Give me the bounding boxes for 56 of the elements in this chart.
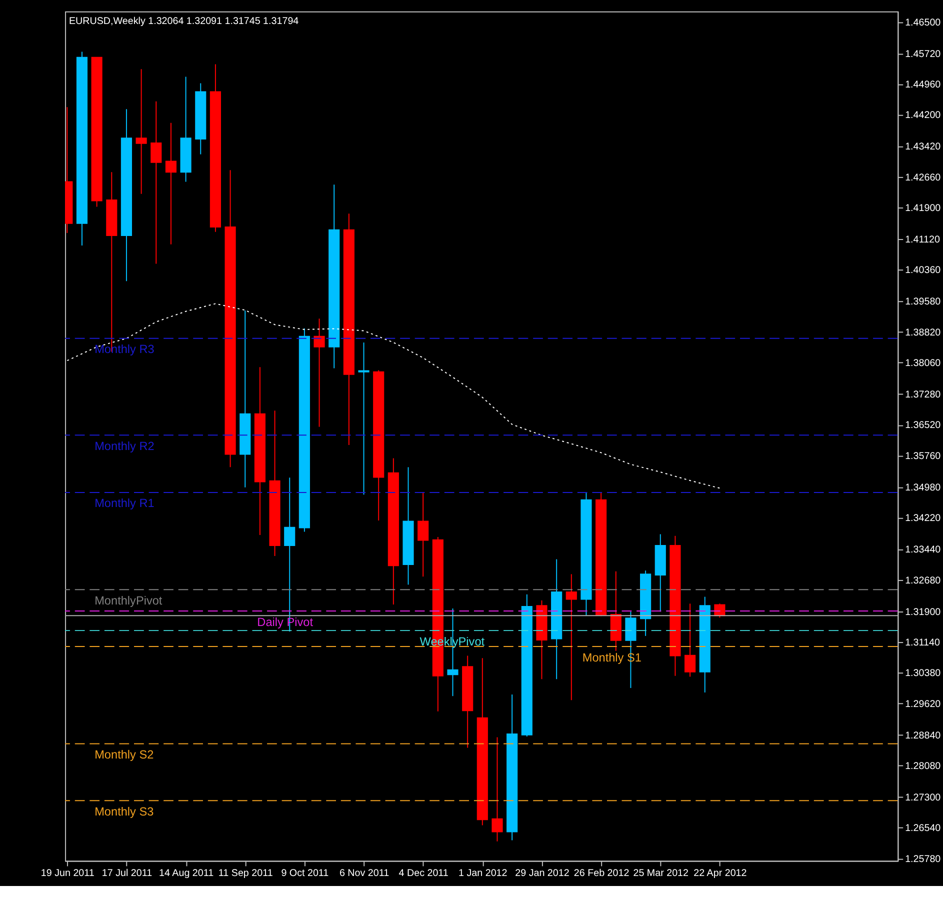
- y-tick-label: 1.38820: [905, 327, 942, 338]
- x-tick-label: 9 Oct 2011: [281, 868, 329, 880]
- x-tick-label: 1 Jan 2012: [458, 868, 508, 880]
- y-tick-label: 1.26540: [905, 823, 942, 834]
- candlestick: [358, 342, 370, 496]
- line-series: [66, 303, 720, 489]
- candlestick: [684, 603, 696, 678]
- candlestick: [136, 68, 147, 194]
- y-tick-label: 1.27300: [905, 792, 942, 804]
- x-tick-label: 11 Sep 2011: [218, 868, 273, 880]
- y-tick-label: 1.28840: [905, 730, 942, 742]
- x-tick-label: 6 Nov 2011: [339, 868, 390, 880]
- y-tick-label: 1.34980: [905, 482, 942, 494]
- y-tick-label: 1.46500: [905, 17, 942, 28]
- candlestick: [492, 736, 503, 842]
- y-tick-label: 1.37280: [905, 390, 942, 401]
- x-tick-label: 4 Dec 2011: [398, 868, 448, 880]
- y-tick-label: 1.32680: [905, 575, 942, 586]
- x-tick-label: 17 Jul 2011: [102, 868, 152, 880]
- y-tick-label: 1.44200: [905, 110, 942, 122]
- ref-line-label: Monthly R2: [94, 438, 154, 453]
- y-tick-label: 1.43420: [905, 142, 942, 153]
- y-tick-label: 1.42660: [905, 172, 942, 184]
- y-tick-label: 1.29620: [905, 698, 942, 710]
- y-tick-label: 1.28080: [905, 760, 942, 772]
- y-tick-label: 1.45720: [905, 48, 942, 60]
- y-tick-label: 1.38060: [905, 358, 942, 370]
- x-tick-label: 19 Jun 2011: [40, 868, 94, 880]
- x-tick-label: 25 Mar 2012: [633, 868, 689, 880]
- y-tick-label: 1.35760: [905, 450, 942, 462]
- candlestick: [314, 318, 325, 428]
- y-tick-label: 1.36520: [905, 420, 942, 432]
- x-tick-label: 14 Aug 2011: [159, 868, 214, 880]
- candlestick: [418, 492, 429, 578]
- y-tick-label: 1.33440: [905, 544, 942, 556]
- y-tick-label: 1.34220: [905, 513, 942, 524]
- ref-line-label: Monthly R1: [94, 496, 154, 510]
- ref-line-label: MonthlyPivot: [94, 593, 163, 608]
- x-tick-label: 22 Apr 2012: [694, 868, 747, 880]
- y-tick-label: 1.41900: [905, 203, 942, 214]
- y-tick-label: 1.39580: [905, 296, 942, 308]
- ref-line-label: Monthly S2: [94, 748, 154, 762]
- y-tick-label: 1.40360: [905, 265, 942, 276]
- y-tick-label: 1.44960: [905, 80, 942, 91]
- candlestick: [566, 574, 577, 701]
- y-tick-label: 1.30380: [905, 668, 942, 680]
- candlestick: [165, 122, 177, 245]
- x-tick-label: 29 Jan 2012: [515, 868, 570, 880]
- ref-line-label: Monthly S3: [94, 804, 154, 818]
- y-tick-label: 1.31900: [905, 606, 942, 618]
- y-tick-label: 1.31140: [905, 637, 940, 648]
- y-tick-label: 1.41120: [905, 234, 940, 246]
- chart-title: EURUSD,Weekly 1.32064 1.32091 1.31745 1.31794: [68, 16, 300, 28]
- x-tick-label: 26 Feb 2012: [574, 868, 630, 880]
- y-tick-label: 1.25780: [905, 854, 942, 865]
- candlestick: [150, 100, 162, 264]
